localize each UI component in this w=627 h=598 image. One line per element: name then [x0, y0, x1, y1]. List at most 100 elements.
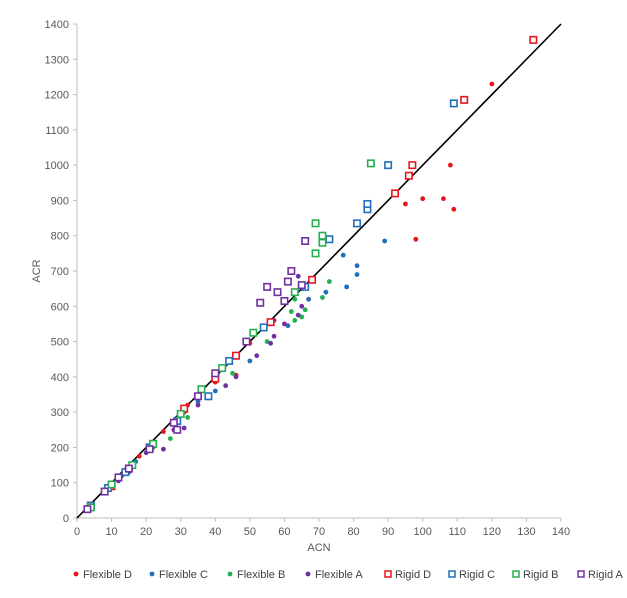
x-tick-label: 50 — [244, 526, 256, 538]
data-point — [320, 295, 325, 300]
data-point — [340, 252, 346, 258]
data-point — [318, 238, 327, 247]
data-point — [268, 340, 273, 346]
data-point — [266, 318, 275, 327]
data-point — [195, 399, 201, 404]
data-point — [353, 219, 362, 228]
legend-item: Flexible A — [305, 569, 363, 581]
x-tick-label: 130 — [517, 526, 535, 538]
y-tick-label: 1000 — [45, 160, 69, 172]
data-point — [114, 473, 123, 482]
legend: Flexible D Flexible C Flexible B Flexible A… — [73, 569, 624, 581]
data-point — [161, 446, 166, 452]
legend-marker-square — [448, 570, 456, 578]
y-tick-label: 0 — [63, 513, 69, 525]
data-point — [195, 402, 201, 408]
data-point — [211, 369, 220, 378]
legend-item: Rigid A — [577, 569, 624, 581]
data-point — [136, 453, 142, 459]
legend-marker-dot — [227, 571, 233, 577]
data-point — [233, 374, 239, 380]
y-tick-label: 800 — [51, 231, 69, 243]
data-point — [204, 392, 213, 401]
data-point — [242, 337, 251, 346]
data-point — [441, 196, 446, 202]
data-point — [107, 480, 116, 489]
y-tick-label: 600 — [51, 301, 69, 313]
data-point — [225, 356, 234, 365]
x-tick-label: 80 — [347, 526, 359, 538]
data-point — [100, 487, 109, 496]
data-point — [173, 425, 182, 434]
y-tick-label: 1200 — [45, 90, 69, 102]
y-tick-label: 400 — [51, 372, 69, 384]
y-tick-label: 1100 — [45, 125, 69, 137]
legend-item: Flexible D — [73, 569, 132, 581]
data-point — [354, 272, 360, 277]
data-point — [288, 309, 294, 314]
legend-item: Flexible B — [227, 569, 285, 581]
data-point — [249, 328, 258, 337]
legend-item: Rigid B — [512, 569, 558, 581]
data-point — [282, 321, 287, 327]
data-point — [344, 284, 350, 290]
data-point — [326, 279, 332, 284]
x-tick-label: 100 — [414, 526, 432, 538]
x-tick-label: 110 — [449, 526, 467, 538]
x-tick-label: 20 — [140, 526, 152, 538]
x-tick-label: 70 — [313, 526, 325, 538]
data-point — [223, 383, 229, 389]
data-point — [447, 162, 453, 168]
legend-item: Flexible C — [149, 569, 208, 581]
data-point — [311, 249, 320, 258]
data-point — [323, 289, 329, 295]
x-axis-title: ACN — [307, 542, 330, 554]
series-rigid-c — [86, 99, 458, 510]
series-rigid-b — [86, 159, 375, 512]
legend-marker-dot — [305, 571, 311, 577]
x-tick-label: 120 — [483, 526, 501, 538]
data-point — [161, 429, 166, 434]
data-point — [169, 418, 178, 427]
data-point — [363, 199, 372, 208]
legend-marker-dot — [73, 571, 79, 577]
data-point — [489, 81, 495, 87]
data-point — [354, 263, 360, 269]
data-point — [232, 351, 241, 360]
data-point — [325, 235, 334, 244]
data-point — [212, 388, 218, 394]
y-tick-label: 1300 — [45, 54, 69, 66]
data-point — [302, 307, 308, 313]
data-point — [263, 282, 272, 291]
data-point — [167, 436, 173, 442]
y-tick-label: 500 — [51, 337, 69, 349]
legend-label: Rigid C — [459, 569, 495, 581]
y-axis-title: ACR — [31, 259, 43, 282]
legend-item: Rigid C — [448, 569, 495, 581]
data-point — [391, 189, 400, 198]
data-point — [194, 392, 203, 401]
data-point — [256, 298, 265, 307]
data-point — [460, 95, 469, 104]
data-point — [308, 275, 317, 284]
data-point — [295, 312, 301, 318]
data-point — [301, 237, 310, 246]
data-point — [83, 505, 92, 514]
data-point — [295, 273, 301, 279]
data-point — [218, 364, 227, 373]
data-point — [283, 277, 292, 286]
data-point — [290, 288, 299, 297]
data-point — [197, 385, 206, 394]
legend-label: Flexible B — [237, 569, 285, 581]
data-point — [449, 99, 458, 108]
legend-label: Rigid D — [395, 569, 431, 581]
y-tick-label: 700 — [51, 266, 69, 278]
x-tick-label: 40 — [209, 526, 221, 538]
data-point — [287, 266, 296, 275]
data-point — [311, 219, 320, 228]
x-tick-label: 140 — [552, 526, 570, 538]
x-tick-label: 60 — [278, 526, 290, 538]
x-tick-label: 30 — [175, 526, 187, 538]
y-tick-label: 1400 — [45, 19, 69, 31]
